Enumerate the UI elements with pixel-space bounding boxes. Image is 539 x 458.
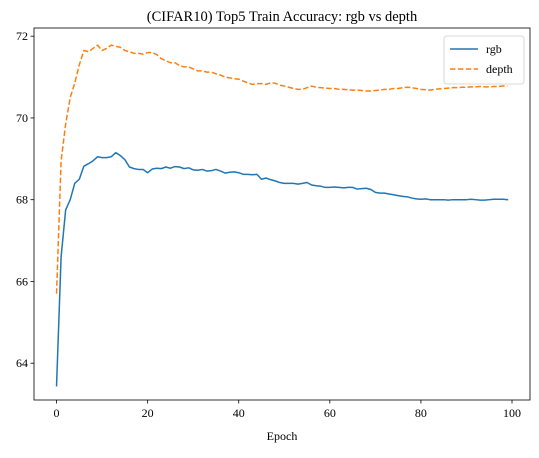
y-tick-label: 72 — [16, 29, 28, 43]
legend-label-rgb: rgb — [486, 42, 502, 56]
y-tick-label: 66 — [16, 274, 28, 288]
chart-title: (CIFAR10) Top5 Train Accuracy: rgb vs de… — [147, 9, 418, 25]
series-line-depth — [55, 44, 508, 294]
plot-frame — [33, 27, 531, 401]
plot-series — [55, 44, 509, 387]
x-axis-label: Epoch — [267, 429, 298, 443]
x-tick-label: 80 — [415, 406, 427, 420]
chart-legend: rgb depth — [443, 35, 525, 85]
x-tick-label: 20 — [142, 406, 154, 420]
y-axis: 64 66 68 70 72 — [16, 29, 34, 370]
legend-label-depth: depth — [486, 62, 513, 76]
legend-box — [443, 35, 525, 85]
x-axis: 0 20 40 60 80 100 — [54, 400, 521, 420]
x-tick-label: 0 — [54, 406, 60, 420]
y-tick-label: 64 — [16, 356, 28, 370]
series-line-rgb — [55, 151, 509, 387]
y-tick-label: 70 — [16, 111, 28, 125]
x-tick-label: 40 — [233, 406, 245, 420]
x-tick-label: 60 — [324, 406, 336, 420]
y-tick-label: 68 — [16, 193, 28, 207]
x-tick-label: 100 — [503, 406, 521, 420]
